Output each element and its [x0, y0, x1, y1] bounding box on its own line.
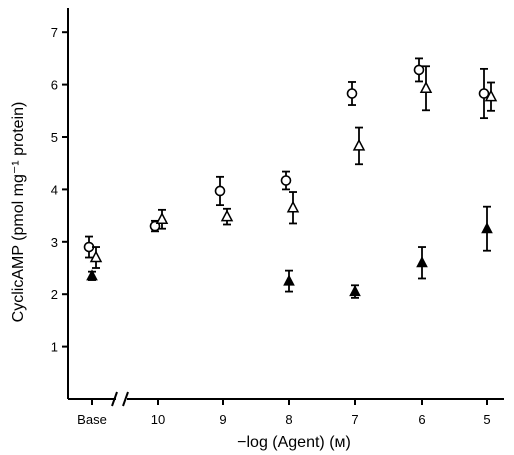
y-tick-label: 4 [51, 182, 58, 197]
data-point-filled-triangle [416, 246, 428, 280]
y-tick-label: 2 [51, 287, 58, 302]
data-point-open-circle [346, 81, 358, 106]
open-circle-marker [214, 185, 226, 197]
data-point-open-triangle [286, 191, 300, 225]
open-circle-marker [346, 88, 358, 99]
x-tick-label: 10 [151, 412, 165, 427]
y-axis-title: CyclicAMP (pmol mg⁻¹ protein) [10, 102, 27, 323]
data-point-filled-triangle [349, 284, 361, 299]
x-tick-label: 7 [351, 412, 358, 427]
x-tick-label: 6 [418, 412, 425, 427]
data-point-open-circle [413, 57, 425, 83]
x-tick-label: Base [77, 412, 107, 427]
filled-triangle-marker [283, 274, 295, 286]
data-point-open-circle [214, 175, 226, 207]
open-circle-marker [478, 88, 490, 99]
data-point-open-triangle [419, 65, 433, 112]
data-point-open-triangle [484, 81, 498, 112]
y-tick-label: 3 [51, 235, 58, 250]
y-tick-label: 1 [51, 340, 58, 355]
x-axis-title: −log (Agent) (м) [237, 434, 351, 451]
data-point-open-triangle [89, 246, 103, 269]
open-triangle-marker [220, 209, 234, 222]
open-circle-marker [413, 64, 425, 76]
open-triangle-marker [286, 200, 300, 213]
x-tick-label: 9 [219, 412, 226, 427]
open-triangle-marker [484, 89, 498, 102]
open-triangle-marker [89, 250, 103, 263]
data-point-open-triangle [220, 207, 234, 226]
data-point-filled-triangle [481, 205, 493, 252]
data-point-filled-triangle [86, 269, 98, 281]
data-point-open-triangle [155, 208, 169, 230]
data-point-filled-triangle [283, 269, 295, 293]
filled-triangle-marker [349, 285, 361, 297]
filled-triangle-marker [481, 222, 493, 234]
axes: 1 2 3 4 5 6 7 Base 10 9 8 7 6 5 [51, 8, 504, 427]
open-triangle-marker [419, 81, 433, 94]
data-point-open-triangle [352, 126, 366, 166]
open-triangle-marker [352, 138, 366, 151]
data-marks [83, 57, 498, 299]
y-tick-label: 6 [51, 78, 58, 93]
open-circle-marker [280, 175, 292, 186]
axis-break-mark [111, 391, 118, 407]
filled-triangle-marker [416, 256, 428, 268]
data-point-open-circle [280, 170, 292, 191]
y-tick-label: 7 [51, 25, 58, 40]
x-tick-label: 8 [285, 412, 292, 427]
filled-triangle-marker [86, 269, 98, 281]
axis-break-mark [122, 391, 129, 407]
open-triangle-marker [155, 212, 169, 225]
x-tick-label: 5 [483, 412, 490, 427]
y-tick-label: 5 [51, 130, 58, 145]
data-point-open-circle [478, 67, 490, 120]
